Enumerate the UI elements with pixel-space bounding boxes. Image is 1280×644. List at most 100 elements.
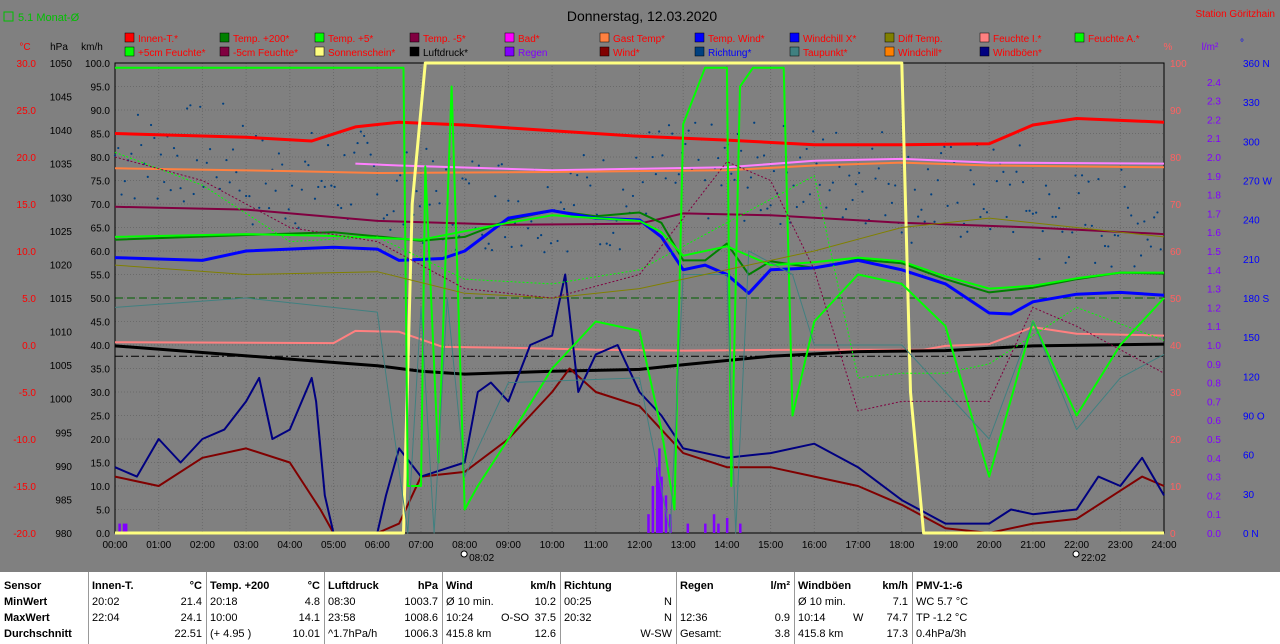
legend-swatch[interactable] [599, 46, 610, 57]
legend-label[interactable]: +5cm Feuchte* [138, 48, 206, 59]
series-line [114, 273, 1165, 534]
legend-label[interactable]: Innen-T.* [138, 34, 178, 45]
stats-column-col2: Temp. +200 °C 20:18 4.8 10:00 14.1 (+ 4.95 ) 10… [206, 572, 325, 644]
tick-label-pressure: 1000 [50, 395, 73, 406]
legend-swatch[interactable] [314, 46, 325, 57]
richtung-point [510, 245, 513, 248]
legend-label[interactable]: Sonnenschein* [328, 48, 395, 59]
stats-value: W-SW [640, 628, 672, 640]
richtung-point [835, 131, 838, 134]
monat-checkbox-icon[interactable] [3, 11, 14, 22]
richtung-point [684, 142, 687, 146]
legend-swatch[interactable] [314, 32, 325, 43]
legend-label[interactable]: Regen [518, 48, 547, 59]
richtung-point [133, 197, 136, 200]
legend-swatch[interactable] [694, 32, 705, 43]
tick-label-humidity: 40 [1170, 341, 1182, 352]
richtung-point [425, 147, 428, 150]
richtung-point [182, 200, 185, 203]
richtung-point [395, 179, 399, 182]
legend-swatch[interactable] [219, 32, 230, 43]
richtung-point [435, 189, 438, 193]
stats-column-col0: Sensor MinWert MaxWert Durchschnitt [0, 572, 89, 644]
richtung-point [1008, 183, 1012, 186]
legend-label[interactable]: Temp. +200* [233, 34, 290, 45]
richtung-point [176, 154, 179, 157]
legend-label[interactable]: Bad* [518, 34, 540, 45]
legend-label[interactable]: Windchill X* [803, 34, 856, 45]
legend-label[interactable]: Richtung* [708, 48, 751, 59]
legend-swatch[interactable] [599, 32, 610, 43]
legend-label[interactable]: Windböen* [993, 48, 1042, 59]
richtung-point [340, 206, 343, 210]
legend-swatch[interactable] [504, 32, 515, 43]
richtung-point [1005, 215, 1008, 219]
richtung-point [572, 204, 576, 207]
legend-swatch[interactable] [789, 32, 800, 43]
richtung-point [258, 206, 261, 209]
richtung-point [1097, 178, 1100, 181]
richtung-point [297, 226, 300, 229]
legend-label[interactable]: -5cm Feuchte* [233, 48, 298, 59]
tick-label-rain: 0.7 [1207, 397, 1221, 408]
tick-label-direction: 150 [1243, 333, 1260, 344]
legend-swatch[interactable] [124, 46, 135, 57]
sun-marker-label: 22:02 [1081, 553, 1106, 564]
richtung-point [622, 188, 625, 191]
tick-label-time: 14:00 [714, 540, 739, 551]
legend-label[interactable]: Temp. +5* [328, 34, 373, 45]
richtung-point [703, 179, 707, 182]
legend-swatch[interactable] [124, 32, 135, 43]
legend-label[interactable]: Feuchte A.* [1088, 34, 1140, 45]
richtung-point [1058, 207, 1061, 210]
legend-swatch[interactable] [409, 32, 420, 43]
legend-label[interactable]: Taupunkt* [803, 48, 848, 59]
richtung-point [746, 186, 749, 189]
tick-label-wind: 25.0 [91, 412, 111, 423]
stats-header: Luftdruck [328, 580, 379, 592]
richtung-point [136, 113, 140, 116]
legend-label[interactable]: Diff Temp. [898, 34, 943, 45]
legend-label[interactable]: Feuchte I.* [993, 34, 1041, 45]
legend-swatch[interactable] [884, 32, 895, 43]
legend-label[interactable]: Temp. -5* [423, 34, 466, 45]
legend-swatch[interactable] [504, 46, 515, 57]
legend-swatch[interactable] [979, 32, 990, 43]
monat-label[interactable]: 5.1 Monat-Ø [18, 12, 80, 24]
legend-swatch[interactable] [884, 46, 895, 57]
richtung-point [392, 210, 395, 213]
stats-value: 4.8 [304, 596, 320, 608]
richtung-point [369, 153, 372, 156]
richtung-point [261, 139, 264, 142]
richtung-point [625, 205, 628, 208]
legend-label[interactable]: Wind* [613, 48, 640, 59]
legend-label[interactable]: Gast Temp* [613, 34, 665, 45]
richtung-point [1100, 234, 1103, 238]
richtung-point [917, 215, 920, 218]
legend-swatch[interactable] [789, 46, 800, 57]
legend-label[interactable]: Luftdruck* [423, 48, 468, 59]
legend-swatch[interactable] [219, 46, 230, 57]
tick-label-wind: 60.0 [91, 247, 111, 258]
legend-swatch[interactable] [694, 46, 705, 57]
richtung-point [926, 168, 930, 171]
legend-swatch[interactable] [979, 46, 990, 57]
sun-marker-icon [460, 550, 468, 558]
richtung-point [556, 239, 559, 243]
legend-swatch[interactable] [1074, 32, 1085, 43]
rain-bar [712, 514, 716, 533]
legend-label[interactable]: Windchill* [898, 48, 942, 59]
richtung-point [231, 148, 235, 151]
richtung-point [241, 124, 244, 127]
richtung-point [677, 173, 680, 176]
legend-swatch[interactable] [409, 46, 420, 57]
richtung-point [1094, 261, 1097, 264]
stats-value: 0.9 [774, 612, 790, 624]
richtung-point [972, 183, 975, 186]
legend-label[interactable]: Temp. Wind* [708, 34, 765, 45]
tick-label-time: 20:00 [977, 540, 1002, 551]
richtung-point [117, 146, 120, 150]
tick-label-rain: 2.3 [1207, 97, 1221, 108]
tick-label-time: 24:00 [1151, 540, 1176, 551]
richtung-point [494, 195, 497, 198]
